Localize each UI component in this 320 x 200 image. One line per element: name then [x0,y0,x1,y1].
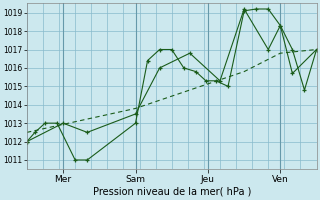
X-axis label: Pression niveau de la mer( hPa ): Pression niveau de la mer( hPa ) [92,187,251,197]
